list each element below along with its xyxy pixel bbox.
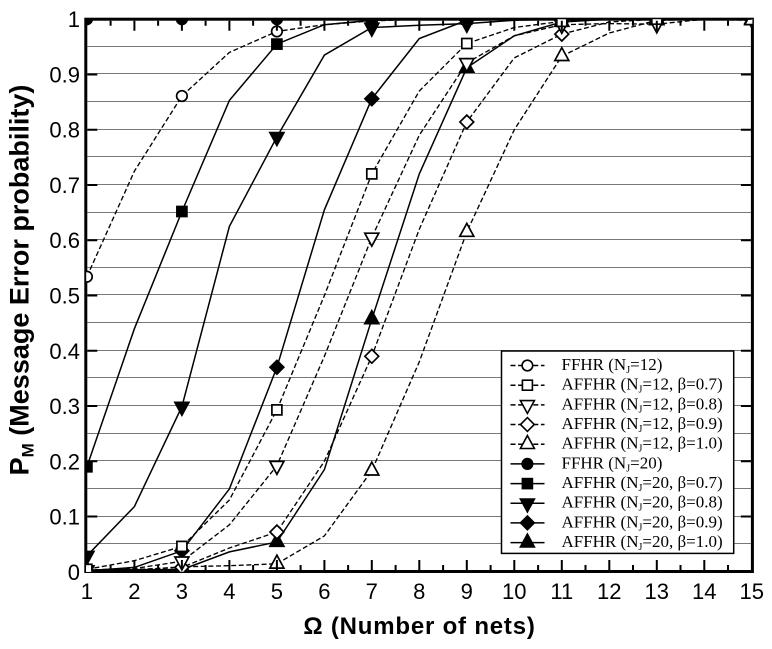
svg-text:12: 12	[597, 579, 621, 604]
svg-text:0: 0	[68, 560, 80, 585]
svg-text:13: 13	[645, 579, 669, 604]
svg-text:0.5: 0.5	[49, 284, 80, 309]
svg-text:0.9: 0.9	[49, 63, 80, 88]
svg-text:PM (Message Error probability): PM (Message Error probability)	[5, 85, 38, 476]
svg-text:5: 5	[271, 579, 283, 604]
svg-text:2: 2	[128, 579, 140, 604]
svg-text:11: 11	[550, 579, 573, 604]
svg-text:1: 1	[68, 7, 80, 32]
svg-text:3: 3	[176, 579, 188, 604]
svg-text:AFFHR (NJ=12, β=0.9): AFFHR (NJ=12, β=0.9)	[562, 414, 723, 435]
svg-text:AFFHR (NJ=20, β=0.7): AFFHR (NJ=20, β=0.7)	[562, 473, 723, 494]
svg-text:0.1: 0.1	[49, 505, 80, 530]
svg-text:4: 4	[223, 579, 235, 604]
svg-text:AFFHR (NJ=12, β=0.8): AFFHR (NJ=12, β=0.8)	[562, 394, 723, 415]
svg-text:0.6: 0.6	[49, 228, 80, 253]
svg-text:9: 9	[461, 579, 473, 604]
svg-text:FFHR (NJ=12): FFHR (NJ=12)	[562, 355, 663, 376]
svg-text:AFFHR (NJ=20, β=1.0): AFFHR (NJ=20, β=1.0)	[562, 532, 723, 553]
svg-text:14: 14	[692, 579, 716, 604]
svg-text:15: 15	[740, 579, 764, 604]
svg-text:0.3: 0.3	[49, 394, 80, 419]
svg-text:10: 10	[502, 579, 526, 604]
svg-text:8: 8	[413, 579, 425, 604]
svg-text:1: 1	[81, 579, 93, 604]
svg-text:AFFHR (NJ=12, β=1.0): AFFHR (NJ=12, β=1.0)	[562, 434, 723, 455]
svg-text:0.8: 0.8	[49, 118, 80, 143]
svg-text:6: 6	[318, 579, 330, 604]
svg-text:0.4: 0.4	[49, 339, 80, 364]
svg-text:0.2: 0.2	[49, 449, 80, 474]
svg-text:AFFHR (NJ=20, β=0.9): AFFHR (NJ=20, β=0.9)	[562, 512, 723, 533]
svg-text:AFFHR (NJ=20, β=0.8): AFFHR (NJ=20, β=0.8)	[562, 493, 723, 514]
svg-text:0.7: 0.7	[49, 173, 80, 198]
svg-text:Ω (Number of nets): Ω (Number of nets)	[303, 613, 535, 640]
svg-text:7: 7	[366, 579, 378, 604]
svg-text:FFHR (NJ=20): FFHR (NJ=20)	[562, 453, 663, 474]
svg-text:AFFHR (NJ=12, β=0.7): AFFHR (NJ=12, β=0.7)	[562, 375, 723, 396]
